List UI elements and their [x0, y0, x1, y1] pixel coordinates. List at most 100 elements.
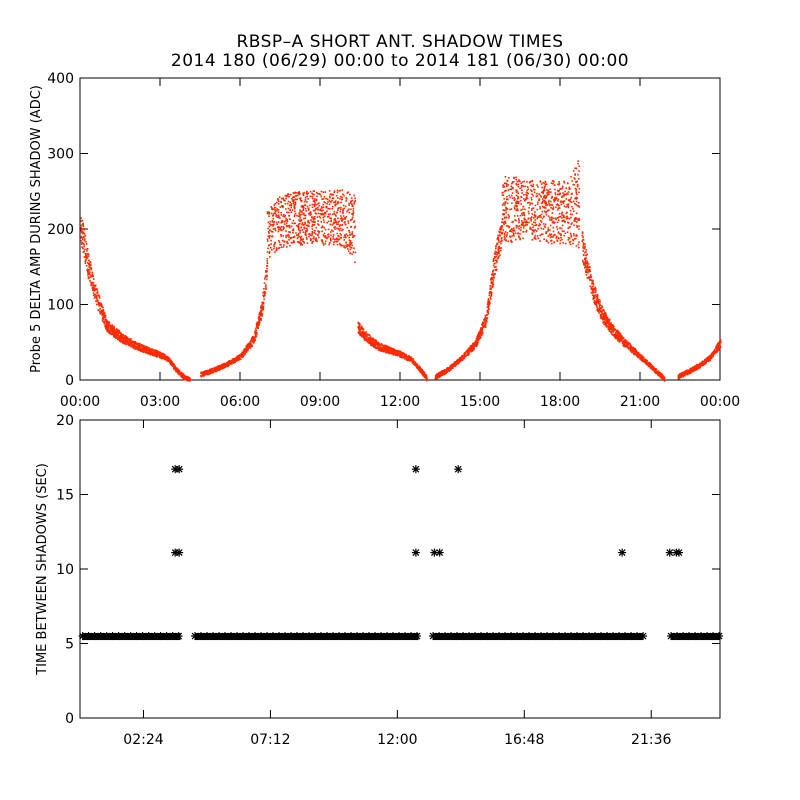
data-point	[328, 203, 331, 206]
data-point	[315, 238, 318, 241]
data-point	[296, 234, 298, 236]
data-point	[549, 219, 551, 221]
data-point	[342, 212, 344, 215]
data-point	[150, 352, 153, 354]
data-point	[228, 362, 230, 365]
data-point	[101, 313, 104, 315]
data-point	[393, 353, 396, 356]
data-point	[544, 184, 547, 186]
data-point	[220, 365, 222, 368]
data-point	[517, 197, 520, 199]
data-point	[345, 236, 347, 239]
data-point	[316, 195, 318, 198]
data-point	[385, 350, 387, 353]
data-point	[502, 191, 504, 194]
data-point	[525, 231, 527, 233]
data-point	[550, 235, 553, 238]
data-point	[524, 224, 527, 227]
data-point	[298, 219, 300, 221]
data-point	[562, 200, 564, 203]
data-point	[156, 355, 159, 358]
data-point	[342, 209, 344, 212]
data-point	[566, 231, 569, 233]
data-point	[299, 239, 302, 241]
data-point	[300, 242, 302, 244]
data-point	[310, 213, 312, 215]
data-point	[457, 358, 459, 361]
data-point	[184, 377, 186, 379]
data-point	[515, 200, 518, 203]
data-point	[544, 223, 547, 226]
data-point	[501, 239, 503, 242]
data-point	[92, 275, 94, 277]
data-point	[517, 180, 520, 182]
data-point	[508, 194, 511, 197]
data-point	[323, 215, 326, 217]
data-point	[95, 284, 97, 287]
data-point	[527, 188, 529, 190]
data-point	[529, 189, 532, 191]
data-point	[290, 198, 293, 200]
data-point	[259, 321, 261, 324]
data-point	[416, 364, 419, 367]
data-point	[336, 240, 339, 243]
data-point	[535, 195, 538, 198]
data-point	[504, 182, 507, 185]
data-point	[304, 223, 306, 225]
data-point	[318, 202, 320, 204]
data-point	[80, 225, 82, 227]
data-point	[575, 196, 577, 199]
data-point	[397, 350, 400, 352]
data-point	[182, 377, 184, 380]
data-point	[344, 223, 347, 226]
data-point	[334, 238, 336, 241]
data-point	[342, 208, 344, 210]
data-point	[169, 358, 171, 360]
data-point	[366, 336, 369, 338]
data-point	[519, 238, 521, 241]
data-point	[559, 188, 562, 190]
data-point	[297, 241, 300, 243]
data-point	[529, 181, 531, 183]
data-point	[531, 190, 533, 192]
data-point	[373, 341, 375, 344]
data-point	[458, 362, 460, 364]
data-point	[330, 234, 332, 237]
data-point	[480, 330, 482, 333]
data-point	[554, 193, 557, 196]
data-point	[115, 332, 117, 335]
data-point	[567, 227, 569, 229]
data-point	[225, 365, 227, 367]
data-point	[322, 198, 325, 200]
data-point	[253, 340, 256, 342]
data-point	[292, 209, 294, 211]
data-point	[204, 371, 207, 373]
data-point	[278, 240, 280, 242]
data-point	[560, 200, 562, 202]
data-point	[520, 209, 522, 211]
data-point	[113, 333, 115, 335]
data-point	[574, 173, 577, 175]
data-point	[524, 208, 526, 211]
data-point	[239, 358, 242, 361]
data-point	[557, 193, 559, 196]
data-point	[551, 180, 554, 182]
data-point	[231, 358, 234, 361]
data-point	[294, 210, 296, 213]
data-point	[263, 282, 266, 284]
data-point	[554, 217, 557, 219]
data-point	[460, 356, 462, 359]
data-point	[351, 203, 353, 205]
data-point	[439, 373, 441, 375]
data-point	[311, 206, 314, 209]
data-point	[349, 242, 352, 245]
data-point	[245, 351, 248, 353]
data-point	[230, 361, 232, 363]
data-point	[416, 367, 419, 369]
data-point	[559, 239, 562, 242]
data-point	[555, 237, 557, 239]
data-point	[278, 196, 281, 198]
data-point	[329, 217, 331, 219]
data-point	[165, 357, 167, 359]
data-point	[489, 287, 492, 289]
